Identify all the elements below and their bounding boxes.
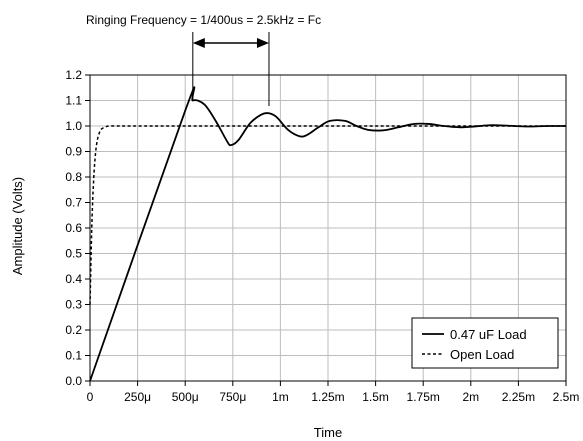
x-axis-label: Time	[314, 425, 342, 440]
legend-label-0: 0.47 uF Load	[450, 327, 527, 342]
x-tick-label: 2.25m	[502, 390, 535, 404]
y-tick-label: 0.4	[65, 272, 82, 286]
y-tick-label: 0.1	[65, 349, 82, 363]
x-tick-label: 1.5m	[362, 390, 389, 404]
series-layer	[89, 86, 567, 382]
x-tick-label: 1m	[272, 390, 289, 404]
x-tick-label: 250μ	[124, 390, 151, 404]
series-line-1	[89, 125, 566, 305]
y-tick-label: 0.2	[65, 323, 82, 337]
x-tick-label: 500μ	[172, 390, 199, 404]
x-tick-label: 2m	[462, 390, 479, 404]
y-axis-label: Amplitude (Volts)	[10, 177, 25, 275]
legend-box	[411, 317, 559, 369]
y-tick-label: 0.9	[65, 145, 82, 159]
x-tick-label: 1.75m	[407, 390, 440, 404]
y-tick-label: 0.8	[65, 170, 82, 184]
y-tick-label: 0.0	[65, 374, 82, 388]
y-tick-label: 1.2	[65, 68, 82, 82]
annotation-text: Ringing Frequency = 1/400us = 2.5kHz = F…	[86, 13, 321, 27]
x-tick-label: 0	[87, 390, 94, 404]
tick-labels: 0 250μ 500μ 750μ 1m 1.25m 1.5m 1.75m 2m 2.25m 2.5m…	[65, 68, 579, 404]
x-tick-label: 750μ	[219, 390, 246, 404]
x-tick-label: 1.25m	[311, 390, 344, 404]
y-tick-label: 1.0	[65, 119, 82, 133]
series-line-0	[89, 86, 567, 382]
y-tick-label: 1.1	[65, 94, 82, 108]
y-tick-label: 0.7	[65, 196, 82, 210]
y-tick-label: 0.3	[65, 298, 82, 312]
y-tick-label: 0.6	[65, 221, 82, 235]
ticks	[85, 74, 567, 386]
x-tick-label: 2.5m	[553, 390, 580, 404]
annotation: Ringing Frequency = 1/400us = 2.5kHz = F…	[86, 13, 321, 106]
y-tick-label: 0.5	[65, 247, 82, 261]
annotation-arrowhead-right	[256, 38, 269, 48]
annotation-arrowhead-left	[192, 38, 205, 48]
legend-label-1: Open Load	[450, 347, 514, 362]
legend: 0.47 uF Load Open Load	[411, 317, 559, 369]
